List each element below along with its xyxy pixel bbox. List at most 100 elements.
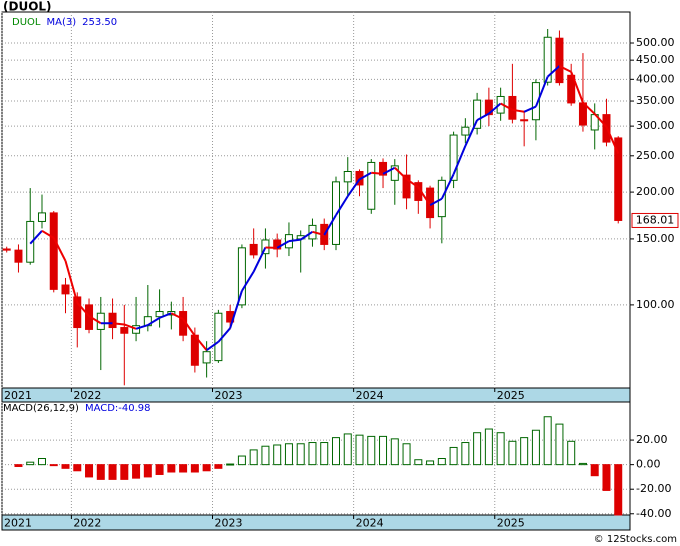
ma-line — [206, 341, 219, 352]
candle-body — [473, 99, 482, 129]
macd-bar — [73, 464, 82, 472]
macd-bar — [85, 464, 94, 478]
macd-bar — [308, 442, 317, 466]
ma-line — [605, 126, 620, 154]
macd-bar — [567, 440, 576, 466]
x-tick-label: 2025 — [497, 517, 525, 530]
macd-bar — [508, 440, 517, 466]
x-tick-label: 2022 — [73, 517, 101, 530]
last-price-label: 168.01 — [636, 213, 675, 226]
macd-bar — [602, 464, 611, 491]
macd-bar — [379, 435, 388, 466]
ma-line — [135, 324, 149, 330]
ma-line — [41, 229, 55, 239]
x-axis-strip — [1, 514, 631, 531]
ma-line — [523, 105, 537, 113]
ma-line — [359, 171, 372, 181]
legend: MACD(26,12,9) MACD:-40.98 — [3, 403, 151, 414]
ma-line — [52, 237, 67, 262]
candle-body — [331, 181, 340, 245]
candle-body — [202, 351, 211, 364]
ma-line — [417, 186, 431, 206]
ma-line — [440, 173, 455, 200]
macd-bar — [484, 428, 493, 466]
ma-line — [558, 65, 572, 73]
chart-title: (DUOL) — [3, 0, 52, 14]
macd-bar — [355, 434, 364, 466]
candle-body — [449, 134, 458, 181]
candle-body — [543, 36, 552, 83]
ma-line — [88, 315, 102, 325]
macd-bar — [26, 461, 35, 466]
footer: © 12Stocks.com — [594, 534, 677, 545]
x-tick-label: 2022 — [73, 389, 101, 402]
macd-bar — [614, 464, 623, 516]
macd-bar — [108, 464, 117, 480]
candle-body — [520, 119, 529, 122]
macd-bar — [190, 464, 199, 473]
ma-line — [64, 260, 79, 304]
ma-line — [217, 327, 231, 343]
macd-bar — [120, 464, 129, 480]
candle-body — [461, 126, 470, 136]
candle-body — [132, 325, 141, 334]
y-tick-label: 150.00 — [636, 232, 675, 245]
candle-body — [120, 327, 129, 334]
y-tick-label: -40.00 — [636, 507, 671, 520]
x-tick-label: 2025 — [497, 389, 525, 402]
ma-line — [570, 71, 584, 103]
ma-line — [288, 238, 301, 243]
y-tick-label: -20.00 — [636, 482, 671, 495]
ma-line — [382, 166, 396, 175]
ma-line — [488, 102, 502, 115]
macd-bar — [473, 432, 482, 466]
x-tick-label: 2024 — [356, 517, 384, 530]
candle-body — [567, 74, 576, 104]
candle-body — [14, 249, 23, 263]
macd-bar — [496, 432, 505, 466]
candle-body — [214, 312, 223, 362]
ma-line — [512, 108, 525, 113]
candle-body — [249, 243, 258, 256]
candle-body — [614, 137, 623, 221]
y-tick-label: 100.00 — [636, 298, 675, 311]
ma-line — [252, 247, 267, 273]
ma-line — [405, 178, 419, 189]
candle-body — [37, 212, 46, 222]
macd-bar — [414, 459, 423, 466]
ma-line — [300, 230, 314, 241]
macd-bar — [520, 437, 529, 466]
y-tick-label: 400.00 — [636, 72, 675, 85]
macd-bar — [61, 464, 70, 469]
legend-item: 253.50 — [82, 17, 117, 28]
ma-line — [159, 312, 172, 319]
ma-line — [241, 271, 255, 292]
candle-body — [343, 170, 352, 183]
macd-bar — [249, 449, 258, 466]
y-tick-label: 500.00 — [636, 36, 675, 49]
macd-bar — [214, 464, 223, 469]
macd-bar — [167, 464, 176, 473]
ma-line — [500, 102, 513, 111]
y-tick-label: 300.00 — [636, 119, 675, 132]
plot-frame — [1, 11, 631, 389]
candle-body — [73, 296, 82, 329]
x-tick-label: 2021 — [4, 389, 32, 402]
x-tick-label: 2023 — [215, 517, 243, 530]
macd-bar — [320, 442, 329, 466]
ma-line — [147, 317, 161, 326]
x-tick-label: 2021 — [4, 517, 32, 530]
y-tick-label: 350.00 — [636, 94, 675, 107]
legend-item: MACD(26,12,9) — [3, 403, 79, 414]
legend: DUOL MA(3) 253.50 — [12, 17, 117, 28]
macd-bar — [273, 444, 282, 466]
ma-line — [123, 323, 137, 330]
legend-item: DUOL — [12, 17, 41, 28]
ma-line — [112, 322, 125, 326]
ma-line — [229, 290, 243, 329]
y-tick-label: 0.00 — [636, 458, 661, 471]
candle-body — [273, 239, 282, 250]
ma-line — [335, 195, 349, 216]
ma-line — [464, 119, 479, 147]
ma-line — [371, 171, 384, 175]
